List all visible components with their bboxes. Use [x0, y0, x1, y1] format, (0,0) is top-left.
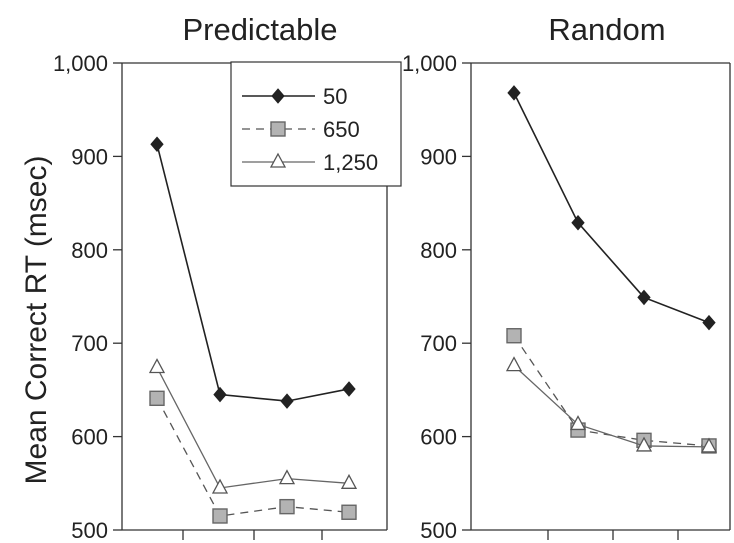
data-point [148, 358, 166, 374]
data-point [702, 314, 716, 331]
y-tick-label: 800 [420, 238, 457, 263]
data-point [212, 508, 228, 524]
data-point [150, 136, 164, 153]
y-tick-label: 800 [71, 238, 108, 263]
y-tick-label: 900 [71, 144, 108, 169]
panel-title-random: Random [548, 12, 665, 47]
panel-random: Random 500 600 700 800 900 1,000 [402, 12, 731, 543]
panel-title-predictable: Predictable [182, 12, 337, 47]
data-point [342, 381, 356, 397]
y-tick-label: 600 [71, 425, 108, 450]
y-tick-label: 1,000 [402, 51, 457, 76]
y-tick-label: 700 [420, 331, 457, 356]
data-point [571, 214, 585, 231]
legend-box [230, 61, 402, 187]
data-point [505, 356, 523, 372]
data-point [211, 478, 229, 494]
series-1250 [148, 358, 358, 494]
legend-label: 650 [323, 117, 360, 142]
y-tick-label: 600 [420, 425, 457, 450]
series-50 [150, 136, 356, 409]
data-point [278, 469, 296, 485]
y-tick-label: 1,000 [53, 51, 108, 76]
series-line [156, 397, 350, 517]
y-tick-label: 700 [71, 331, 108, 356]
legend-marker [271, 88, 285, 104]
data-point [637, 289, 651, 306]
data-point [507, 85, 521, 101]
data-point [506, 328, 522, 344]
data-point [635, 436, 653, 452]
data-point [700, 437, 718, 453]
y-tick-label: 500 [420, 518, 457, 543]
data-point [341, 504, 357, 520]
legend-label: 1,250 [323, 150, 378, 175]
series-line [513, 335, 710, 447]
legend: 50 650 1,250 [230, 61, 402, 187]
legend-entry: 50 [242, 84, 347, 109]
legend-entry: 650 [242, 117, 360, 142]
legend-label: 50 [323, 84, 347, 109]
data-point [149, 390, 165, 407]
series-650 [506, 328, 717, 454]
y-tick-label: 900 [420, 144, 457, 169]
data-point [279, 498, 295, 515]
series-1250 [505, 356, 718, 453]
data-point [213, 386, 227, 403]
series-line [513, 92, 710, 324]
data-point [569, 415, 587, 431]
series-line [156, 367, 350, 489]
series-50 [507, 85, 716, 331]
y-axis-label: Mean Correct RT (msec) [20, 156, 53, 485]
series-line [513, 365, 710, 448]
y-tick-label: 500 [71, 518, 108, 543]
legend-marker [269, 152, 287, 168]
series-650 [149, 390, 357, 524]
legend-entry: 1,250 [242, 150, 378, 175]
legend-marker [270, 121, 286, 137]
data-point [280, 393, 294, 409]
data-point [340, 473, 358, 489]
series-line [156, 144, 350, 402]
